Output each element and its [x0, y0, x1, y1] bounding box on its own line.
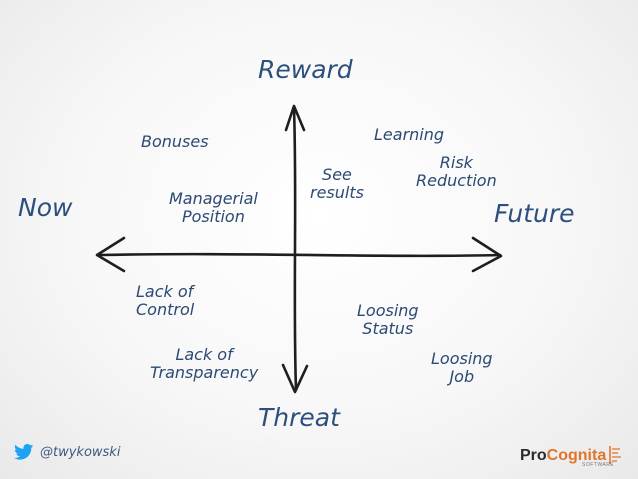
item-loosing-job: Loosing Job	[431, 349, 493, 387]
item-lack-of-transparency: Lack of Transparency	[150, 345, 259, 383]
horizontal-axis-line	[98, 252, 502, 258]
item-managerial-position: Managerial Position	[169, 189, 258, 227]
axis-label-threat: Threat	[258, 403, 340, 432]
item-learning: Learning	[374, 125, 445, 144]
axis-label-reward: Reward	[258, 55, 353, 84]
top-arrowhead	[284, 104, 306, 132]
item-loosing-status: Loosing Status	[357, 301, 419, 339]
item-see-results: See results	[310, 165, 364, 203]
logo-pro-text: Pro	[520, 447, 547, 464]
logo-mark-icon	[609, 446, 622, 464]
item-lack-of-control: Lack of Control	[136, 282, 195, 320]
logo-cognita-text: Cognita	[546, 447, 607, 464]
item-bonuses: Bonuses	[141, 132, 209, 151]
logo-subtitle: SOFTWARE	[582, 462, 615, 468]
twitter-bird-icon	[14, 444, 34, 460]
procognita-logo: Pro Cognita SOFTWARE	[520, 445, 624, 468]
vertical-axis-line	[292, 106, 298, 392]
bottom-arrowhead	[281, 363, 309, 394]
axis-label-now: Now	[18, 193, 73, 222]
right-arrowhead	[471, 236, 503, 273]
twitter-handle-text: @twykowski	[40, 444, 121, 460]
axis-label-future: Future	[494, 199, 575, 228]
left-arrowhead	[95, 236, 126, 273]
twitter-handle[interactable]: @twykowski	[14, 444, 120, 460]
item-risk-reduction: Risk Reduction	[416, 153, 497, 191]
